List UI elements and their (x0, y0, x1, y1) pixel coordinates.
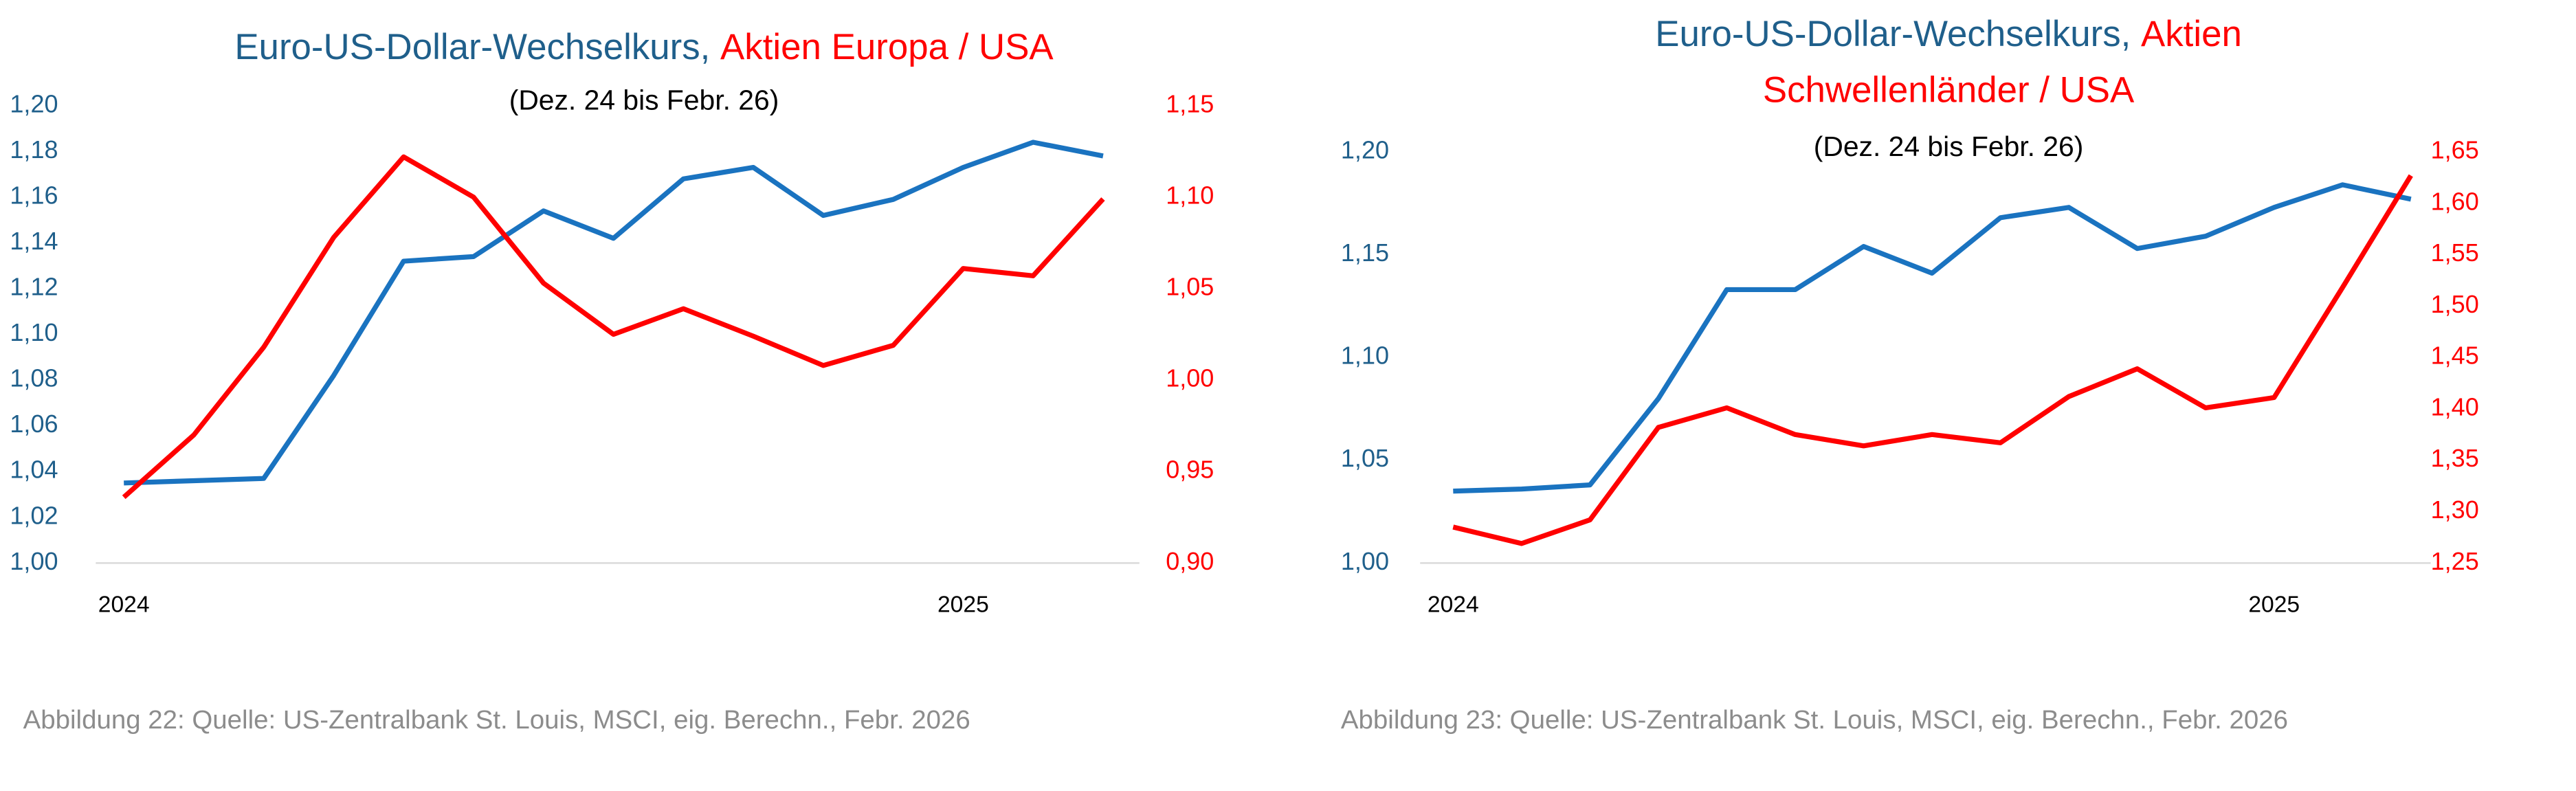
y-tick-label: 1,04 (10, 456, 58, 484)
y2-tick-label: 1,50 (2431, 290, 2479, 318)
x-tick-label: 2025 (2248, 592, 2300, 618)
title-part: Aktien Europa / USA (720, 27, 1054, 67)
chart-title: Euro-US-Dollar-Wechselkurs, Aktien Europ… (234, 27, 1054, 67)
y2-tick-label: 1,55 (2431, 238, 2479, 267)
x-tick-label: 2024 (98, 592, 150, 618)
y2-tick-label: 1,15 (1166, 89, 1214, 118)
y-tick-label: 1,16 (10, 181, 58, 209)
y2-tick-label: 1,05 (1166, 272, 1214, 300)
y-tick-label: 1,18 (10, 135, 58, 164)
y-tick-label: 1,00 (1341, 547, 1389, 575)
title-part: Schwellenländer / USA (1763, 69, 2135, 110)
y2-tick-label: 1,10 (1166, 181, 1214, 209)
title-part: Euro-US-Dollar-Wechselkurs, (1655, 14, 2131, 54)
chart-title: Schwellenländer / USA (1763, 69, 2135, 110)
y-tick-label: 1,20 (1341, 136, 1389, 164)
x-tick-label: 2024 (1428, 592, 1479, 618)
series-line (1453, 182, 2412, 494)
y2-tick-label: 1,65 (2431, 136, 2479, 164)
y-tick-label: 1,14 (10, 227, 58, 255)
y2-tick-label: 0,95 (1166, 456, 1214, 484)
y-tick-label: 1,10 (10, 318, 58, 346)
y-tick-label: 1,20 (10, 89, 58, 118)
y-tick-label: 1,06 (10, 410, 58, 438)
chart-subtitle: (Dez. 24 bis Febr. 26) (509, 85, 779, 116)
y-tick-label: 1,02 (10, 501, 58, 529)
caption: Abbildung 22: Quelle: US-Zentralbank St.… (23, 705, 970, 735)
stage: Euro-US-Dollar-Wechselkurs, Aktien Europ… (10, 14, 2478, 735)
chart: Euro-US-Dollar-Wechselkurs, AktienSchwel… (1341, 14, 2479, 735)
y2-tick-label: 1,45 (2431, 342, 2479, 370)
x-tick-label: 2025 (937, 592, 989, 618)
y2-tick-label: 1,60 (2431, 187, 2479, 215)
y2-tick-label: 0,90 (1166, 547, 1214, 575)
y-tick-label: 1,05 (1341, 444, 1389, 472)
caption: Abbildung 23: Quelle: US-Zentralbank St.… (1341, 705, 2288, 735)
y2-tick-label: 1,35 (2431, 444, 2479, 472)
series-line (124, 140, 1104, 486)
title-part: Aktien (2141, 14, 2242, 54)
y-tick-label: 1,08 (10, 364, 58, 392)
y-tick-label: 1,00 (10, 547, 58, 575)
y2-tick-label: 1,00 (1166, 364, 1214, 392)
y2-tick-label: 1,40 (2431, 392, 2479, 421)
series-line (122, 154, 1105, 500)
series-line (1452, 174, 2413, 546)
chart: Euro-US-Dollar-Wechselkurs, Aktien Europ… (10, 27, 1214, 735)
y2-tick-label: 1,30 (2431, 495, 2479, 524)
y-tick-label: 1,15 (1341, 238, 1389, 267)
chart-title: Euro-US-Dollar-Wechselkurs, Aktien (1655, 14, 2242, 54)
title-part: Euro-US-Dollar-Wechselkurs, (234, 27, 710, 67)
y-tick-label: 1,10 (1341, 342, 1389, 370)
chart-subtitle: (Dez. 24 bis Febr. 26) (1814, 131, 2084, 162)
y-tick-label: 1,12 (10, 272, 58, 300)
y2-tick-label: 1,25 (2431, 547, 2479, 575)
